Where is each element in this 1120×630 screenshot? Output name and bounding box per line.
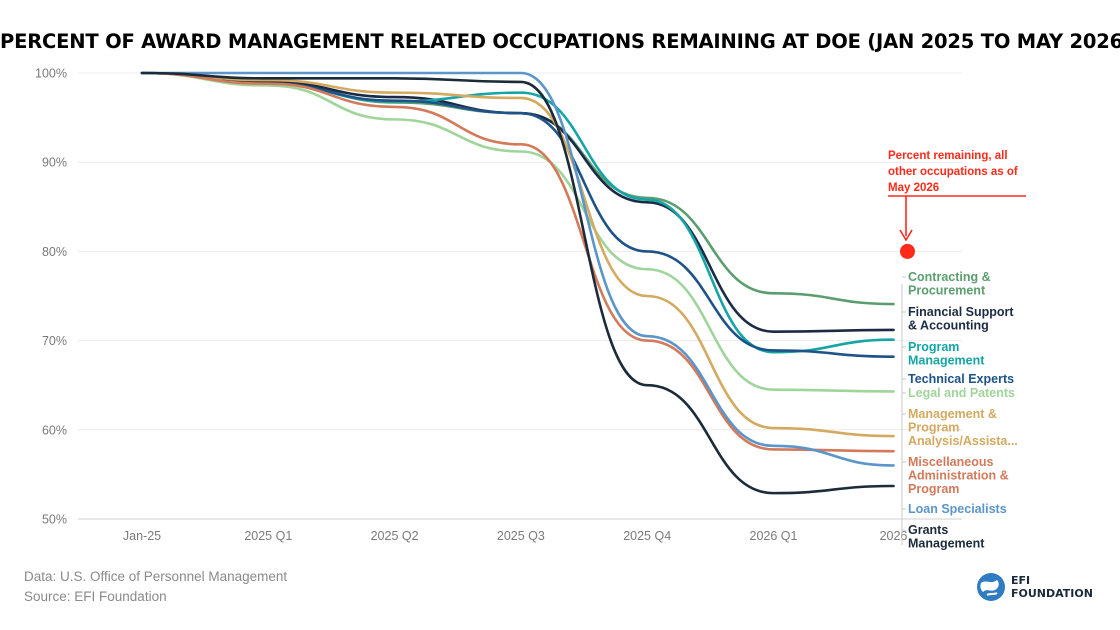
series-line (140, 71, 895, 306)
series-label: Technical Experts (908, 372, 1014, 386)
series-line (140, 71, 895, 438)
series-lines (140, 71, 895, 495)
series-label: Administration & (908, 469, 1009, 483)
series-line (140, 71, 895, 393)
series-label: Management (908, 354, 985, 368)
series-line (140, 71, 895, 467)
series-line (140, 71, 895, 495)
y-tick-label: 50% (42, 513, 67, 527)
series-line (140, 71, 895, 354)
series-line (140, 71, 895, 453)
series-label: Contracting & (908, 270, 991, 284)
series-label: Financial Support (908, 305, 1014, 319)
efi-foundation-logo: EFI FOUNDATION (975, 571, 1095, 605)
series-label: Program (908, 340, 959, 354)
series-label: Loan Specialists (908, 502, 1007, 516)
annotation-text: other occupations as of (888, 166, 1018, 178)
y-tick-label: 70% (42, 334, 67, 348)
series-line (140, 71, 895, 333)
logo-line-2: FOUNDATION (1011, 587, 1093, 600)
logo-text: EFI FOUNDATION (1011, 574, 1093, 600)
x-tick-label: 2025 Q3 (497, 529, 545, 543)
series-line (140, 71, 895, 358)
y-tick-label: 90% (42, 156, 67, 170)
x-tick-label: 2025 Q1 (244, 529, 292, 543)
series-label: Miscellaneous (908, 455, 993, 469)
logo-line-1: EFI (1011, 574, 1031, 587)
source-credit: Source: EFI Foundation (24, 589, 167, 604)
axes: 50% 60% 70% 80% 90% 100% Jan-25 2025 Q1 2025 Q2 2… (35, 67, 907, 544)
series-label: Management (908, 537, 985, 551)
y-tick-label: 100% (35, 67, 67, 81)
reference-dot (899, 243, 915, 259)
annotation-text: Percent remaining, all (888, 150, 1008, 162)
x-tick-label: 2026 Q1 (750, 529, 798, 543)
series-label: Procurement (908, 284, 986, 298)
y-tick-label: 80% (42, 245, 67, 259)
annotation-text: May 2026 (888, 182, 939, 194)
x-tick-label: 2025 Q2 (371, 529, 419, 543)
series-label: Analysis/Assista... (908, 434, 1018, 448)
y-tick-label: 60% (42, 423, 67, 437)
series-label: Grants (908, 523, 948, 537)
series-label: & Accounting (908, 319, 989, 333)
series-label: Program (908, 482, 959, 496)
x-tick-label: Jan-25 (123, 529, 161, 543)
series-labels: Contracting &Procurement Financial Suppor… (901, 270, 1018, 551)
globe-icon (977, 573, 1005, 601)
annotation-arrowhead (899, 229, 913, 242)
chart-title: PERCENT OF AWARD MANAGEMENT RELATED OCCU… (0, 30, 1120, 53)
series-label: Legal and Patents (908, 386, 1015, 400)
series-label: Management & (908, 407, 997, 421)
data-credit: Data: U.S. Office of Personnel Managemen… (24, 569, 288, 584)
annotation: Percent remaining, all other occupations … (888, 150, 1026, 259)
x-tick-label: 2026 (880, 529, 908, 543)
x-tick-label: 2025 Q4 (623, 529, 671, 543)
gridlines (78, 72, 962, 520)
series-label: Program (908, 421, 959, 435)
